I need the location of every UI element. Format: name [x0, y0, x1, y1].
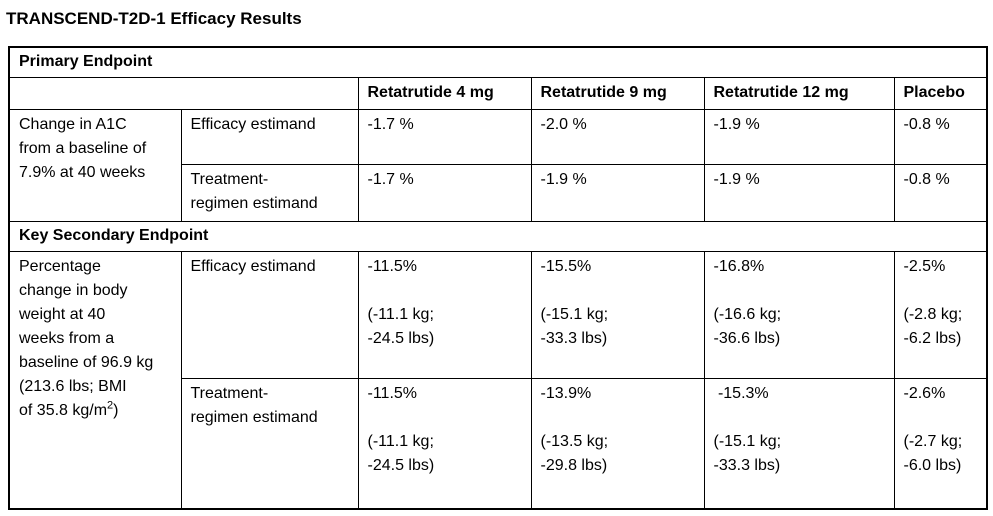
value-cell: -2.6% (-2.7 kg; -6.0 lbs) [893, 377, 988, 510]
kg-change-value: (-11.1 kg; [367, 305, 434, 323]
endpoint-label-line: from a baseline of [19, 139, 147, 157]
kg-change-value: (-2.8 kg; [903, 305, 963, 323]
lbs-change-value: -6.2 lbs) [903, 329, 962, 347]
endpoint-label-line: Change in A1C [19, 115, 127, 133]
value-cell: -15.3% (-15.1 kg; -33.3 lbs) [703, 377, 895, 510]
kg-change-value: (-13.5 kg; [540, 432, 609, 450]
value-cell: -2.0 % [530, 108, 705, 165]
kg-change-value: (-2.7 kg; [903, 432, 963, 450]
value-cell: -15.5% (-15.1 kg; -33.3 lbs) [530, 250, 705, 379]
endpoint-label-line: Percentage [19, 257, 101, 275]
endpoint-label-line: change in body [19, 281, 128, 299]
estimand-label-line: Efficacy estimand [190, 257, 316, 275]
value-cell: -1.9 % [530, 163, 705, 222]
kg-change-value: (-16.6 kg; [713, 305, 782, 323]
column-header-empty [8, 76, 359, 110]
value-cell: -11.5% (-11.1 kg; -24.5 lbs) [357, 377, 532, 510]
estimand-label-line: regimen estimand [190, 408, 318, 426]
percent-change-value: -11.5% [367, 384, 418, 402]
value-cell: -13.9% (-13.5 kg; -29.8 lbs) [530, 377, 705, 510]
estimand-label-line: Treatment- [190, 170, 269, 188]
endpoint-label-line: weight at 40 [19, 305, 106, 323]
percent-change-value: -16.8% [713, 257, 765, 275]
value-cell: -16.8% (-16.6 kg; -36.6 lbs) [703, 250, 895, 379]
table-row-primary-efficacy: Change in A1C from a baseline of 7.9% at… [8, 108, 988, 222]
value-cell: -1.9 % [703, 163, 895, 222]
value-cell: -1.9 % [703, 108, 895, 165]
table-row-primary-section: Primary Endpoint [8, 46, 988, 78]
lbs-change-value: -33.3 lbs) [540, 329, 608, 347]
percent-change-value: -13.9% [540, 384, 592, 402]
section-header-secondary: Key Secondary Endpoint [8, 220, 988, 252]
endpoint-label-line: baseline of 96.9 kg [19, 353, 154, 371]
value-cell: -1.7 % [357, 163, 532, 222]
kg-change-value: (-15.1 kg; [540, 305, 609, 323]
estimand-label-treatment-regimen: Treatment- regimen estimand [180, 377, 359, 510]
section-header-primary: Primary Endpoint [8, 46, 988, 78]
value-cell: -2.5% (-2.8 kg; -6.2 lbs) [893, 250, 988, 379]
percent-change-value: -2.5% [903, 257, 946, 275]
estimand-label-line: regimen estimand [190, 194, 318, 212]
endpoint-label-bodyweight: Percentage change in body weight at 40 w… [8, 250, 182, 510]
table-row-secondary-section: Key Secondary Endpoint [8, 220, 988, 252]
estimand-label-line: Treatment- [190, 384, 269, 402]
value-cell: -1.7 % [357, 108, 532, 165]
kg-change-value: (-11.1 kg; [367, 432, 434, 450]
lbs-change-value: -6.0 lbs) [903, 456, 962, 474]
endpoint-label-line: weeks from a [19, 329, 115, 347]
bmi-text: of 35.8 kg/m [19, 401, 108, 419]
value-cell: -11.5% (-11.1 kg; -24.5 lbs) [357, 250, 532, 379]
column-header-placebo: Placebo [893, 76, 988, 110]
value-cell: -0.8 % [893, 108, 988, 165]
lbs-change-value: -33.3 lbs) [713, 456, 781, 474]
percent-change-value: -15.5% [540, 257, 592, 275]
page-title: TRANSCEND-T2D-1 Efficacy Results [6, 9, 302, 28]
bmi-text-close: ) [113, 401, 119, 419]
endpoint-label-line-bmi: of 35.8 kg/m2) [19, 399, 175, 423]
percent-change-value: -2.6% [903, 384, 946, 402]
estimand-label-efficacy: Efficacy estimand [180, 250, 359, 379]
table-row-primary-treatment: Treatment- regimen estimand -1.7 % -1.9 … [9, 163, 988, 222]
endpoint-label-line: 7.9% at 40 weeks [19, 163, 146, 181]
endpoint-label-a1c: Change in A1C from a baseline of 7.9% at… [8, 108, 182, 222]
percent-change-value: -15.3% [713, 384, 769, 402]
column-header-retatrutide-12mg: Retatrutide 12 mg [703, 76, 895, 110]
estimand-label-treatment-regimen: Treatment- regimen estimand [180, 163, 359, 222]
bmi-superscript: 2 [107, 399, 114, 412]
endpoint-label-line: (213.6 lbs; BMI [19, 377, 127, 395]
column-header-retatrutide-4mg: Retatrutide 4 mg [357, 76, 532, 110]
lbs-change-value: -24.5 lbs) [367, 329, 435, 347]
table-row-secondary-efficacy: Percentage change in body weight at 40 w… [8, 250, 988, 510]
kg-change-value: (-15.1 kg; [713, 432, 782, 450]
percent-change-value: -11.5% [367, 257, 418, 275]
lbs-change-value: -24.5 lbs) [367, 456, 435, 474]
table-row-column-headers: Retatrutide 4 mg Retatrutide 9 mg Retatr… [8, 76, 988, 110]
estimand-label-efficacy: Efficacy estimand [180, 108, 359, 165]
table-row-secondary-treatment: Treatment- regimen estimand -11.5% (-11.… [9, 377, 988, 510]
column-header-retatrutide-9mg: Retatrutide 9 mg [530, 76, 705, 110]
lbs-change-value: -36.6 lbs) [713, 329, 781, 347]
lbs-change-value: -29.8 lbs) [540, 456, 608, 474]
efficacy-results-table: Primary Endpoint Retatrutide 4 mg Retatr… [8, 46, 989, 510]
value-cell: -0.8 % [893, 163, 988, 222]
estimand-label-line: Efficacy estimand [190, 115, 316, 133]
